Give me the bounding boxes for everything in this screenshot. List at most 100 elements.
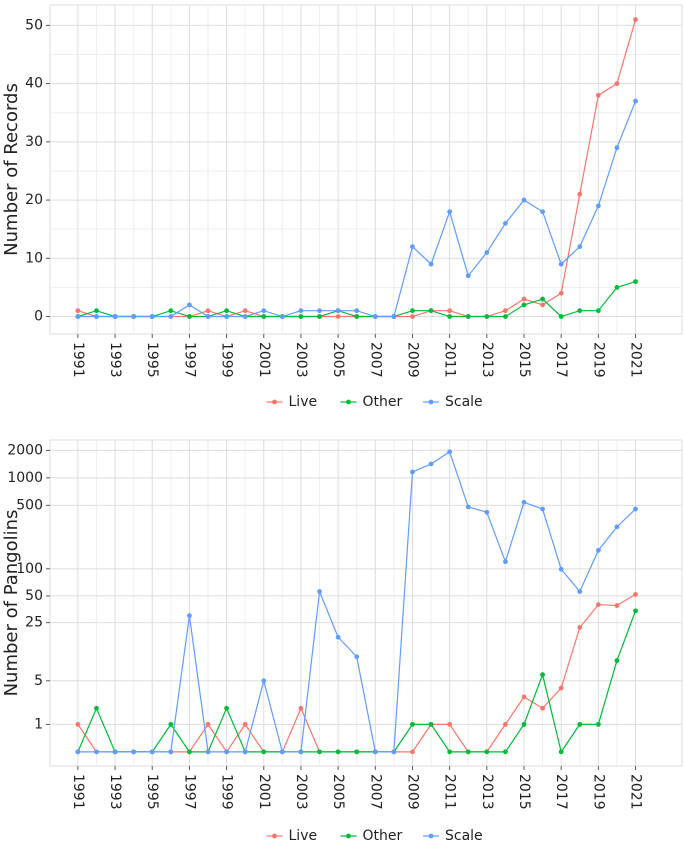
x-tick-label: 2021 bbox=[628, 342, 644, 378]
point bbox=[410, 244, 415, 250]
x-tick-label: 2003 bbox=[293, 342, 309, 378]
y-tick-label: 30 bbox=[25, 134, 43, 150]
legend-dot bbox=[428, 399, 434, 405]
point bbox=[595, 602, 601, 607]
x-tick-label: 2009 bbox=[404, 774, 420, 810]
point bbox=[614, 285, 620, 290]
point bbox=[465, 314, 471, 319]
point bbox=[447, 308, 453, 314]
point bbox=[354, 314, 360, 319]
point bbox=[335, 314, 341, 319]
point bbox=[521, 694, 527, 700]
x-tick-label: 2005 bbox=[330, 774, 346, 810]
point bbox=[298, 314, 304, 319]
point bbox=[595, 308, 601, 314]
point bbox=[428, 721, 434, 727]
point bbox=[354, 749, 360, 755]
x-tick-label: 1993 bbox=[107, 774, 123, 810]
point bbox=[577, 308, 583, 314]
y-axis-title: Number of Pangolins bbox=[1, 510, 22, 697]
point bbox=[465, 273, 471, 279]
point bbox=[242, 749, 248, 755]
point bbox=[205, 314, 211, 319]
point bbox=[224, 314, 229, 319]
y-tick-label: 50 bbox=[25, 17, 43, 33]
point bbox=[521, 721, 527, 727]
point bbox=[242, 308, 248, 314]
point bbox=[633, 98, 638, 104]
x-tick-label: 2007 bbox=[367, 774, 383, 810]
point bbox=[540, 705, 545, 711]
point bbox=[447, 209, 453, 215]
point bbox=[614, 658, 620, 663]
point bbox=[484, 749, 490, 755]
point bbox=[558, 314, 564, 319]
point bbox=[447, 449, 453, 455]
point bbox=[614, 603, 620, 608]
point bbox=[558, 261, 564, 267]
x-tick-label: 2009 bbox=[404, 342, 420, 378]
point bbox=[131, 314, 137, 319]
point bbox=[465, 749, 471, 755]
point bbox=[242, 721, 248, 727]
point bbox=[261, 678, 267, 684]
x-tick-label: 2017 bbox=[553, 774, 569, 810]
point bbox=[558, 749, 564, 755]
point bbox=[595, 203, 601, 209]
point bbox=[187, 302, 192, 308]
point bbox=[447, 721, 453, 727]
y-tick-label: 25 bbox=[25, 615, 43, 631]
point bbox=[335, 634, 341, 640]
point bbox=[112, 314, 118, 319]
point bbox=[465, 504, 471, 510]
point bbox=[94, 705, 99, 711]
legend-dot bbox=[346, 833, 351, 839]
x-tick-label: 2011 bbox=[442, 342, 458, 378]
point bbox=[391, 749, 397, 755]
point bbox=[205, 721, 211, 727]
y-tick-label: 2000 bbox=[7, 442, 43, 458]
x-tick-label: 2019 bbox=[590, 774, 606, 810]
point bbox=[335, 308, 341, 314]
x-tick-label: 1997 bbox=[181, 774, 197, 810]
point bbox=[558, 566, 564, 572]
y-tick-label: 0 bbox=[34, 309, 43, 325]
point bbox=[503, 308, 508, 314]
point bbox=[187, 613, 192, 619]
point bbox=[540, 506, 545, 512]
point bbox=[94, 314, 99, 319]
legend-label: Scale bbox=[445, 828, 483, 844]
x-tick-label: 1993 bbox=[107, 342, 123, 378]
point bbox=[503, 749, 508, 755]
point bbox=[484, 509, 490, 515]
x-tick-label: 2007 bbox=[367, 342, 383, 378]
point bbox=[428, 261, 434, 267]
point bbox=[614, 81, 620, 87]
point bbox=[317, 314, 322, 319]
point bbox=[298, 705, 304, 711]
point bbox=[354, 308, 360, 314]
point bbox=[187, 749, 192, 755]
point bbox=[410, 308, 415, 314]
point bbox=[298, 308, 304, 314]
point bbox=[224, 308, 229, 314]
x-tick-label: 2005 bbox=[330, 342, 346, 378]
legend-dot bbox=[428, 833, 434, 839]
point bbox=[410, 721, 415, 727]
point bbox=[317, 308, 322, 314]
point bbox=[614, 524, 620, 530]
point bbox=[521, 499, 527, 505]
point bbox=[447, 749, 453, 755]
point bbox=[149, 749, 155, 755]
point bbox=[168, 308, 174, 314]
x-tick-label: 1999 bbox=[219, 774, 235, 810]
point bbox=[428, 308, 434, 314]
x-tick-label: 2003 bbox=[293, 774, 309, 810]
x-tick-label: 2001 bbox=[256, 774, 272, 810]
point bbox=[503, 314, 508, 319]
point bbox=[484, 314, 490, 319]
point bbox=[224, 749, 229, 755]
point bbox=[447, 314, 453, 319]
point bbox=[633, 279, 638, 284]
